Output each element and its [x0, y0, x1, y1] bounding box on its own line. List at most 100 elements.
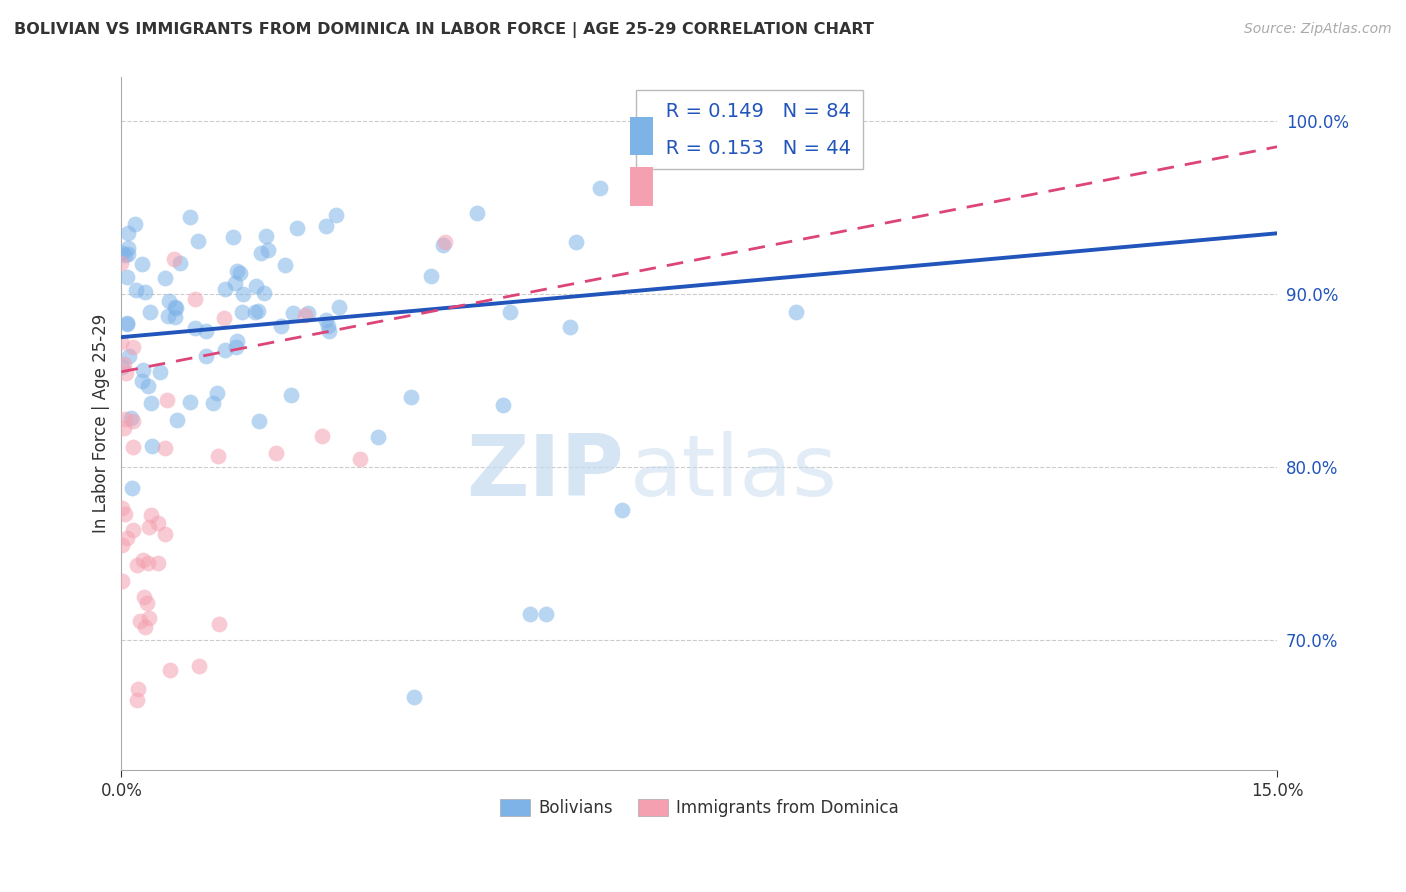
- Point: [125, 558, 148, 572]
- Point: [270, 318, 292, 333]
- Point: [273, 258, 295, 272]
- Point: [187, 234, 209, 248]
- Point: [214, 282, 236, 296]
- Point: [127, 682, 149, 697]
- Point: [132, 552, 155, 566]
- Point: [785, 305, 807, 319]
- Point: [232, 286, 254, 301]
- Point: [115, 531, 138, 545]
- Point: [141, 439, 163, 453]
- Point: [434, 235, 457, 249]
- Point: [254, 228, 277, 243]
- Point: [134, 620, 156, 634]
- Point: [165, 301, 187, 316]
- Point: [112, 421, 135, 435]
- Point: [280, 388, 302, 402]
- Point: [118, 349, 141, 363]
- Point: [121, 414, 143, 428]
- Y-axis label: In Labor Force | Age 25-29: In Labor Force | Age 25-29: [93, 314, 110, 533]
- Point: [498, 305, 520, 319]
- Point: [367, 430, 389, 444]
- Point: [201, 395, 224, 409]
- Point: [404, 690, 426, 705]
- Text: R = 0.149   N = 84
   R = 0.153   N = 44: R = 0.149 N = 84 R = 0.153 N = 44: [647, 102, 852, 158]
- Point: [565, 235, 588, 249]
- Point: [214, 343, 236, 357]
- Point: [264, 446, 287, 460]
- Point: [110, 246, 132, 260]
- Point: [183, 293, 205, 307]
- Point: [315, 313, 337, 327]
- Point: [157, 293, 180, 308]
- Point: [253, 286, 276, 301]
- Point: [138, 611, 160, 625]
- Point: [159, 663, 181, 677]
- Point: [155, 526, 177, 541]
- Text: ZIP: ZIP: [467, 431, 624, 514]
- Point: [315, 219, 337, 234]
- Point: [122, 440, 145, 454]
- Point: [153, 270, 176, 285]
- Point: [588, 181, 610, 195]
- Point: [195, 324, 218, 338]
- Point: [247, 414, 270, 428]
- Point: [127, 693, 149, 707]
- Point: [224, 276, 246, 290]
- Point: [318, 324, 340, 338]
- Point: [419, 268, 441, 283]
- Point: [134, 285, 156, 299]
- Point: [221, 230, 243, 244]
- Point: [169, 256, 191, 270]
- Point: [212, 310, 235, 325]
- Point: [612, 503, 634, 517]
- Point: [117, 226, 139, 240]
- Point: [114, 411, 136, 425]
- Point: [246, 304, 269, 318]
- Point: [115, 366, 138, 380]
- Point: [195, 349, 218, 363]
- Point: [122, 523, 145, 537]
- Point: [283, 306, 305, 320]
- Point: [110, 256, 132, 270]
- Point: [153, 441, 176, 455]
- Point: [136, 379, 159, 393]
- Point: [149, 365, 172, 379]
- Point: [225, 340, 247, 354]
- Point: [141, 508, 163, 522]
- Point: [328, 300, 350, 314]
- Point: [114, 247, 136, 261]
- Point: [136, 556, 159, 570]
- Text: BOLIVIAN VS IMMIGRANTS FROM DOMINICA IN LABOR FORCE | AGE 25-29 CORRELATION CHAR: BOLIVIAN VS IMMIGRANTS FROM DOMINICA IN …: [14, 22, 875, 38]
- Point: [156, 393, 179, 408]
- Point: [166, 412, 188, 426]
- Point: [132, 591, 155, 605]
- Point: [131, 362, 153, 376]
- Point: [141, 395, 163, 409]
- Point: [148, 556, 170, 570]
- Point: [245, 278, 267, 293]
- Point: [226, 334, 249, 348]
- Point: [110, 500, 132, 515]
- Point: [115, 269, 138, 284]
- Point: [117, 247, 139, 261]
- Point: [115, 317, 138, 331]
- Point: [131, 375, 153, 389]
- Point: [157, 309, 180, 323]
- Point: [245, 305, 267, 319]
- Point: [294, 308, 316, 322]
- Point: [114, 507, 136, 521]
- Point: [349, 452, 371, 467]
- FancyBboxPatch shape: [630, 117, 654, 155]
- Point: [120, 411, 142, 425]
- Point: [297, 306, 319, 320]
- Point: [318, 318, 340, 333]
- Point: [179, 394, 201, 409]
- Point: [207, 449, 229, 463]
- Point: [205, 386, 228, 401]
- Point: [311, 429, 333, 443]
- Point: [231, 305, 253, 319]
- Point: [250, 246, 273, 260]
- Point: [112, 357, 135, 371]
- Point: [179, 210, 201, 224]
- Text: atlas: atlas: [630, 431, 838, 514]
